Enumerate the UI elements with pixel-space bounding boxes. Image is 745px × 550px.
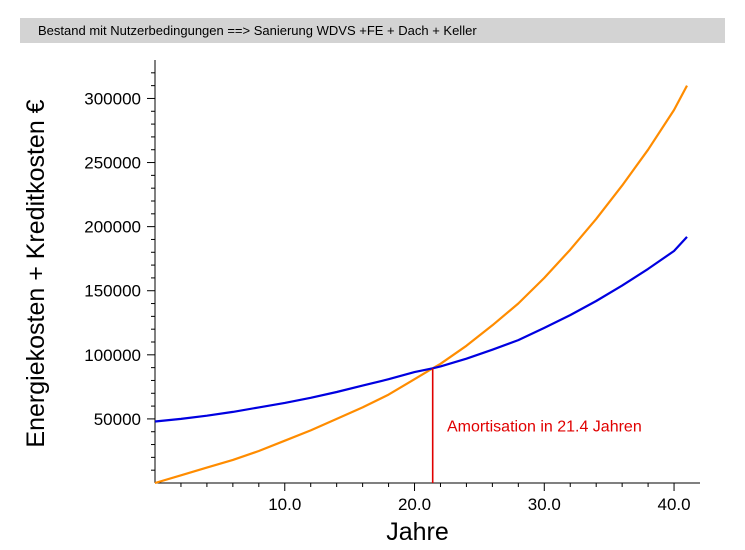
x-tick-label: 20.0 <box>398 495 431 514</box>
x-tick-label: 40.0 <box>658 495 691 514</box>
axes: 50000 100000 150000 200000 250000 300000 10.0 2… <box>84 60 700 514</box>
amortisation-annotation: Amortisation in 21.4 Jahren <box>447 418 642 435</box>
x-axis-title: Jahre <box>386 518 449 546</box>
y-tick-label: 200000 <box>84 218 141 237</box>
y-tick-label: 50000 <box>94 410 141 429</box>
y-tick-label: 100000 <box>84 346 141 365</box>
series-line-2 <box>154 236 688 423</box>
y-axis-title: Energiekosten + Kreditkosten € <box>22 99 50 447</box>
annotation-layer: Amortisation in 21.4 Jahren <box>431 368 642 483</box>
y-tick-label: 150000 <box>84 282 141 301</box>
chart-title: Bestand mit Nutzerbedingungen ==> Sanier… <box>38 23 477 38</box>
x-tick-label: 30.0 <box>528 495 561 514</box>
x-tick-label: 10.0 <box>268 495 301 514</box>
chart-title-bar: Bestand mit Nutzerbedingungen ==> Sanier… <box>20 18 725 43</box>
y-tick-label: 250000 <box>84 154 141 173</box>
y-tick-label: 300000 <box>84 89 141 108</box>
